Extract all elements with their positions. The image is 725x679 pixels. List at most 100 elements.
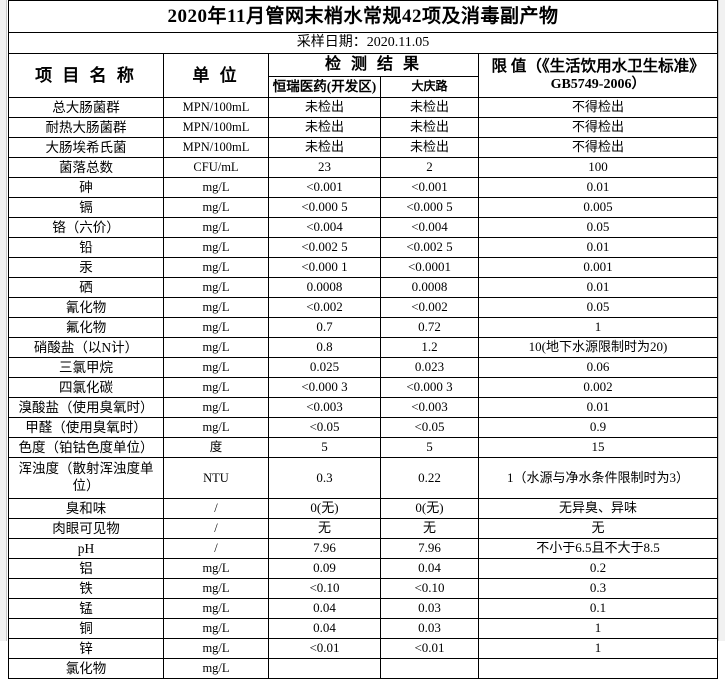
cell-result-daqinglu: <0.001: [380, 177, 479, 198]
table-row: 菌落总数 CFU/mL 23 2 100: [8, 157, 719, 178]
cell-result-hengrui: 无: [268, 518, 381, 539]
table-row: 锌 mg/L <0.01 <0.01 1: [8, 638, 719, 659]
table-row: 铁 mg/L <0.10 <0.10 0.3: [8, 578, 719, 599]
cell-item-name: 浑浊度（散射浑浊度单位）: [8, 457, 164, 499]
table-row: 耐热大肠菌群 MPN/100mL 未检出 未检出 不得检出: [8, 117, 719, 138]
cell-unit: MPN/100mL: [163, 117, 269, 138]
cell-limit: 0.9: [477, 417, 719, 438]
cell-limit: 0.05: [477, 217, 719, 238]
cell-result-hengrui: <0.000 5: [268, 197, 381, 218]
cell-unit: mg/L: [163, 197, 269, 218]
cell-item-name: 氟化物: [8, 317, 164, 338]
cell-unit: mg/L: [163, 558, 269, 579]
table-row: 三氯甲烷 mg/L 0.025 0.023 0.06: [8, 357, 719, 378]
cell-result-daqinglu: 0.72: [380, 317, 479, 338]
cell-limit: 不得检出: [477, 137, 719, 158]
table-row: 锰 mg/L 0.04 0.03 0.1: [8, 598, 719, 619]
cell-result-hengrui: <0.000 3: [268, 377, 381, 398]
cell-limit: 0.005: [477, 197, 719, 218]
cell-result-hengrui: 23: [268, 157, 381, 178]
cell-result-daqinglu: 0.03: [380, 598, 479, 619]
cell-unit: /: [163, 538, 269, 559]
cell-limit: 0.1: [477, 598, 719, 619]
cell-result-daqinglu: <0.0001: [380, 257, 479, 278]
table-row: 甲醛（使用臭氧时） mg/L <0.05 <0.05 0.9: [8, 417, 719, 438]
table-row: 浑浊度（散射浑浊度单位） NTU 0.3 0.22 1（水源与净水条件限制时为3）: [8, 457, 719, 499]
cell-unit: mg/L: [163, 397, 269, 418]
cell-result-daqinglu: 2: [380, 157, 479, 178]
cell-item-name: 大肠埃希氏菌: [8, 137, 164, 158]
cell-unit: 度: [163, 437, 269, 458]
cell-result-hengrui: 0(无): [268, 498, 381, 519]
cell-result-hengrui: 未检出: [268, 97, 381, 118]
cell-item-name: 三氯甲烷: [8, 357, 164, 378]
table-row: 铜 mg/L 0.04 0.03 1: [8, 618, 719, 639]
cell-unit: mg/L: [163, 377, 269, 398]
cell-item-name: pH: [8, 538, 164, 559]
cell-item-name: 硝酸盐（以N计）: [8, 337, 164, 358]
subtitle-row: 采样日期：2020.11.05: [7, 32, 719, 54]
cell-item-name: 镉: [8, 197, 164, 218]
table-row: pH/7.96 7.96 不小于6.5且不大于8.5: [8, 538, 719, 559]
cell-unit: mg/L: [163, 177, 269, 198]
cell-item-name: 色度（铂钴色度单位）: [8, 437, 164, 458]
cell-result-hengrui: 未检出: [268, 117, 381, 138]
cell-result-hengrui: [268, 658, 381, 679]
cell-unit: mg/L: [163, 317, 269, 338]
table-row: 铅 mg/L <0.002 5 <0.002 5 0.01: [8, 237, 719, 258]
cell-unit: mg/L: [163, 598, 269, 619]
cell-item-name: 氯化物: [8, 658, 164, 679]
cell-result-hengrui: <0.05: [268, 417, 381, 438]
cell-result-daqinglu: [380, 658, 479, 679]
cell-result-daqinglu: 5: [380, 437, 479, 458]
cell-item-name: 砷: [8, 177, 164, 198]
page-title: 2020年11月管网末梢水常规42项及消毒副产物: [7, 0, 719, 33]
cell-result-daqinglu: 未检出: [380, 97, 479, 118]
cell-unit: /: [163, 498, 269, 519]
cell-unit: mg/L: [163, 297, 269, 318]
cell-item-name: 铝: [8, 558, 164, 579]
header-limit-line1: 限 值（《生活饮用水卫生标准》: [491, 57, 705, 75]
cell-unit: CFU/mL: [163, 157, 269, 178]
cell-result-daqinglu: <0.01: [380, 638, 479, 659]
cell-result-daqinglu: <0.002: [380, 297, 479, 318]
header-results: 检 测 结 果: [268, 53, 479, 77]
cell-result-hengrui: 0.04: [268, 618, 381, 639]
cell-result-hengrui: <0.004: [268, 217, 381, 238]
table-row: 氰化物 mg/L <0.002 <0.002 0.05: [8, 297, 719, 318]
cell-result-hengrui: 0.7: [268, 317, 381, 338]
cell-result-daqinglu: <0.05: [380, 417, 479, 438]
cell-unit: mg/L: [163, 277, 269, 298]
cell-limit: 10(地下水源限制时为20): [477, 337, 719, 358]
cell-unit: mg/L: [163, 237, 269, 258]
table-row: 肉眼可见物 / 无无无: [8, 518, 719, 539]
cell-result-hengrui: 0.04: [268, 598, 381, 619]
table-row: 总大肠菌群 MPN/100mL 未检出 未检出 不得检出: [8, 97, 719, 118]
cell-limit: 无异臭、异味: [477, 498, 719, 519]
cell-limit: 不小于6.5且不大于8.5: [477, 538, 719, 559]
cell-result-daqinglu: 7.96: [380, 538, 479, 559]
cell-limit: [477, 658, 719, 679]
cell-item-name: 铅: [8, 237, 164, 258]
cell-unit: /: [163, 518, 269, 539]
cell-unit: mg/L: [163, 638, 269, 659]
cell-result-hengrui: <0.001: [268, 177, 381, 198]
cell-limit: 1: [477, 618, 719, 639]
cell-limit: 100: [477, 157, 719, 178]
title-row: 2020年11月管网末梢水常规42项及消毒副产物: [7, 0, 719, 33]
table-row: 氟化物 mg/L 0.7 0.72 1: [8, 317, 719, 338]
header-limit-line2: GB5749-2006）: [550, 77, 646, 93]
cell-limit: 0.002: [477, 377, 719, 398]
cell-result-daqinglu: 0.22: [380, 457, 479, 499]
cell-unit: NTU: [163, 457, 269, 499]
cell-item-name: 汞: [8, 257, 164, 278]
cell-result-hengrui: 0.8: [268, 337, 381, 358]
cell-limit: 0.01: [477, 177, 719, 198]
cell-limit: 0.2: [477, 558, 719, 579]
header-site-hengrui: 恒瑞医药(开发区): [268, 76, 381, 98]
cell-unit: mg/L: [163, 337, 269, 358]
sampling-date: 采样日期：2020.11.05: [7, 32, 719, 54]
cell-item-name: 铁: [8, 578, 164, 599]
cell-result-daqinglu: 0.0008: [380, 277, 479, 298]
table-row: 色度（铂钴色度单位）度 5 5 15: [8, 437, 719, 458]
